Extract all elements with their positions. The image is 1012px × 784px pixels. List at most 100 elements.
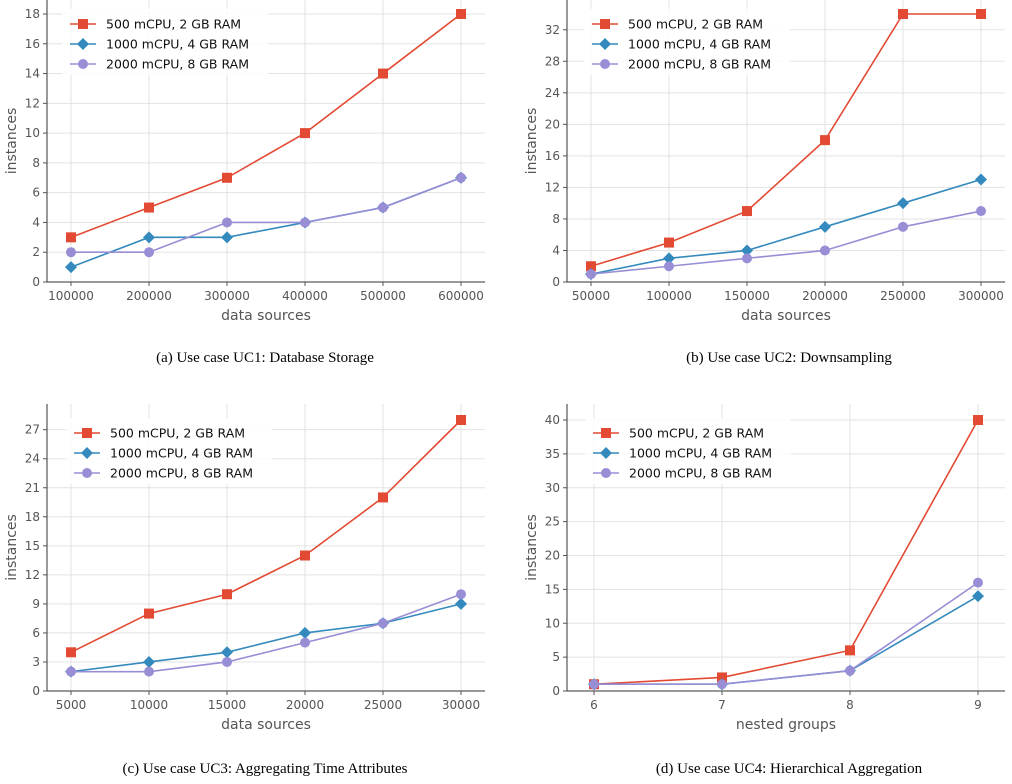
legend-label-3: 2000 mCPU, 8 GB RAM — [106, 57, 249, 72]
legend-marker-1 — [78, 19, 88, 29]
legend-marker-3 — [78, 59, 88, 69]
series-line-3 — [71, 593, 462, 673]
y-axis-label: instances — [4, 514, 20, 581]
data-point-series-3 — [378, 202, 388, 213]
legend-label-2: 1000 mCPU, 4 GB RAM — [629, 446, 772, 461]
x-tick-label: 8 — [846, 698, 854, 712]
data-point-series-1 — [378, 68, 388, 79]
data-point-series-1 — [66, 647, 76, 658]
chart-caption: (d) Use case UC4: Hierarchical Aggregati… — [656, 761, 923, 777]
x-axis-label: nested groups — [736, 717, 836, 733]
series-line-2 — [70, 603, 462, 673]
data-point-series-2 — [221, 646, 233, 659]
y-axis-label: instances — [524, 514, 540, 581]
y-tick-label: 8 — [32, 156, 40, 170]
legend-label-3: 2000 mCPU, 8 GB RAM — [628, 57, 771, 72]
data-point-series-1 — [456, 9, 466, 19]
x-tick-label: 300000 — [204, 289, 250, 303]
legend-marker-3 — [82, 468, 92, 478]
series-line-3 — [594, 581, 979, 686]
data-point-series-2 — [221, 231, 233, 244]
legend-label-1: 500 mCPU, 2 GB RAM — [110, 426, 245, 441]
chart-uc1: 0 2 4 6 8 10 12 14 16 18 100000 200000 300000 400000 5… — [4, 0, 485, 366]
data-point-series-3 — [976, 206, 986, 217]
legend-box — [585, 418, 791, 484]
data-point-series-2 — [65, 261, 77, 274]
data-point-series-3 — [589, 679, 599, 690]
x-tick-label: 200000 — [802, 289, 848, 303]
y-tick-label: 10 — [545, 616, 560, 630]
y-tick-label: 12 — [25, 96, 40, 110]
y-tick-label: 14 — [25, 67, 40, 81]
data-point-series-3 — [66, 247, 76, 258]
y-tick-label: 10 — [25, 126, 40, 140]
data-point-series-1 — [898, 9, 908, 19]
legend-label-3: 2000 mCPU, 8 GB RAM — [629, 466, 772, 481]
series-line-1 — [70, 419, 462, 654]
y-tick-label: 6 — [32, 626, 40, 640]
y-tick-label: 12 — [545, 180, 560, 194]
legend-marker-2 — [599, 38, 611, 50]
data-point-series-3 — [222, 217, 232, 228]
x-tick-label: 100000 — [646, 289, 692, 303]
legend-label-2: 1000 mCPU, 4 GB RAM — [628, 37, 771, 52]
series-line-2 — [590, 178, 982, 275]
data-point-series-2 — [972, 590, 984, 603]
data-point-series-1 — [378, 492, 388, 503]
y-tick-label: 0 — [552, 275, 560, 289]
y-tick-label: 12 — [25, 568, 40, 582]
data-point-series-3 — [300, 637, 310, 648]
data-point-series-1 — [586, 261, 596, 272]
legend-marker-1 — [82, 428, 92, 438]
data-point-series-2 — [143, 231, 155, 244]
x-tick-label: 100000 — [48, 289, 94, 303]
x-tick-label: 9 — [974, 698, 982, 712]
data-point-series-3 — [378, 618, 388, 629]
y-tick-label: 27 — [25, 423, 40, 437]
legend-marker-2 — [77, 38, 89, 50]
data-point-series-3 — [717, 679, 727, 690]
y-tick-label: 0 — [32, 275, 40, 289]
x-axis-label: data sources — [741, 308, 831, 324]
y-tick-label: 28 — [545, 54, 560, 68]
data-point-series-2 — [143, 655, 155, 668]
legend-marker-3 — [601, 468, 611, 478]
data-point-series-3 — [898, 221, 908, 232]
y-tick-label: 8 — [552, 212, 560, 226]
legend-label-2: 1000 mCPU, 4 GB RAM — [106, 37, 249, 52]
data-point-series-3 — [144, 666, 154, 677]
data-point-series-3 — [300, 217, 310, 228]
series-line-1 — [70, 13, 462, 239]
chart-uc4: 0 5 10 15 20 25 30 35 40 6 7 8 9 nested groups instanc… — [524, 404, 1005, 777]
legend-box — [66, 418, 272, 484]
data-point-series-1 — [976, 9, 986, 19]
series-line-3 — [590, 210, 982, 275]
data-point-series-2 — [663, 252, 675, 265]
data-point-series-1 — [144, 608, 154, 619]
data-point-series-2 — [897, 197, 909, 210]
data-point-series-2 — [741, 244, 753, 257]
data-point-series-3 — [973, 577, 983, 588]
x-tick-label: 20000 — [286, 698, 324, 712]
legend-box — [62, 9, 268, 75]
data-point-series-3 — [66, 666, 76, 677]
data-point-series-2 — [455, 597, 467, 610]
y-tick-label: 15 — [25, 539, 40, 553]
y-tick-label: 6 — [32, 186, 40, 200]
chart-caption: (b) Use case UC2: Downsampling — [686, 350, 892, 366]
y-tick-label: 15 — [545, 582, 560, 596]
x-tick-label: 15000 — [208, 698, 246, 712]
data-point-series-1 — [845, 645, 855, 656]
series-line-2 — [594, 595, 979, 686]
y-tick-label: 24 — [25, 452, 40, 466]
data-point-series-1 — [144, 202, 154, 213]
y-axis-label: instances — [524, 108, 540, 175]
x-tick-label: 400000 — [282, 289, 328, 303]
x-tick-label: 150000 — [724, 289, 770, 303]
data-point-series-1 — [300, 550, 310, 561]
legend-marker-2 — [81, 447, 93, 459]
y-tick-label: 30 — [545, 481, 560, 495]
data-point-series-3 — [456, 589, 466, 600]
y-tick-label: 16 — [25, 37, 40, 51]
